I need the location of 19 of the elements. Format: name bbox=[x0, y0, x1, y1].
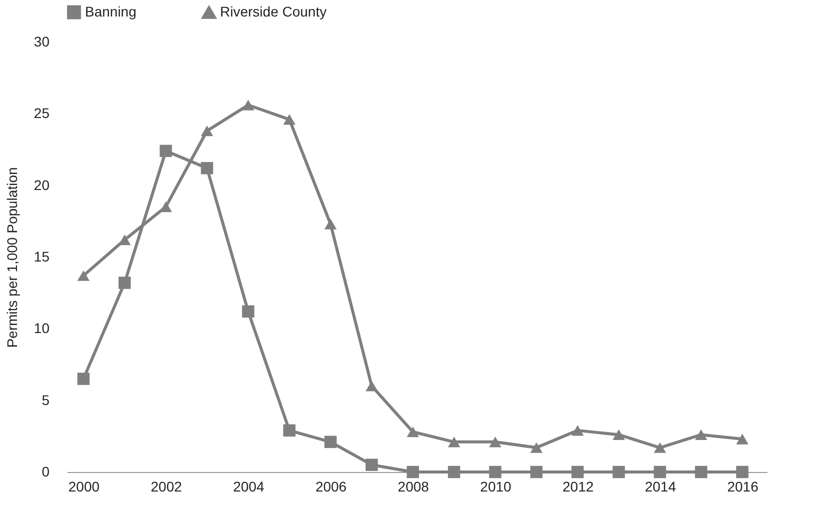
x-tick-label: 2000 bbox=[68, 478, 100, 494]
y-tick-label: 20 bbox=[34, 176, 50, 193]
legend-label: Banning bbox=[85, 3, 136, 20]
x-tick-label: 2016 bbox=[727, 478, 759, 494]
x-tick-label: 2006 bbox=[315, 478, 347, 494]
x-tick-label: 2010 bbox=[480, 478, 512, 494]
y-tick-label: 0 bbox=[42, 464, 50, 480]
y-axis-title: Permits per 1,000 Population bbox=[4, 167, 20, 348]
x-tick-label: 2014 bbox=[644, 478, 676, 494]
y-tick-label: 30 bbox=[34, 34, 50, 50]
y-tick-label: 15 bbox=[34, 248, 50, 264]
y-tick-label: 10 bbox=[34, 320, 50, 336]
y-tick-label: 5 bbox=[42, 392, 50, 408]
x-tick-label: 2008 bbox=[398, 478, 430, 494]
x-tick-label: 2004 bbox=[233, 478, 264, 494]
legend-label: Riverside County bbox=[220, 4, 327, 20]
x-tick-label: 2012 bbox=[562, 478, 594, 494]
x-tick-label: 2002 bbox=[150, 478, 182, 494]
y-tick-label: 25 bbox=[34, 105, 50, 122]
